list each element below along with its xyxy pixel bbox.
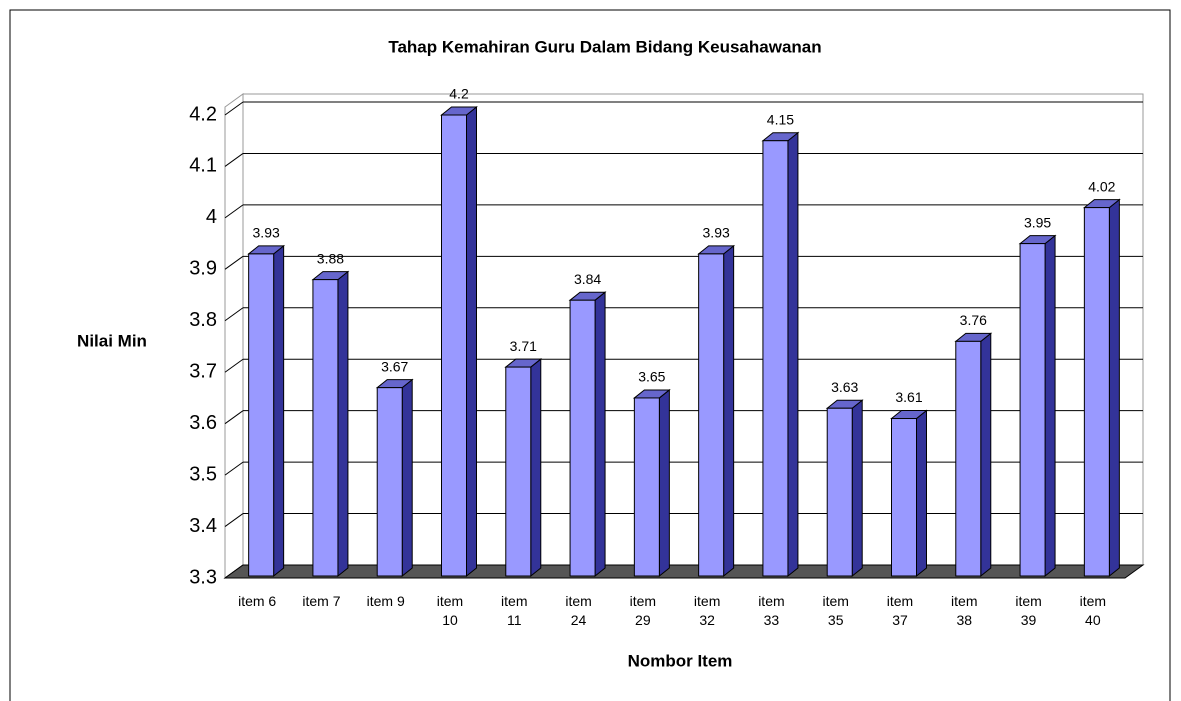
value-label: 3.93 (703, 225, 730, 241)
x-tick-label: item 9 (366, 593, 405, 609)
grid-line-side (224, 204, 244, 219)
value-label: 3.71 (510, 338, 537, 354)
y-tick-label: 4 (206, 206, 217, 228)
bar-side (916, 409, 927, 578)
y-tick-label: 3.8 (189, 309, 217, 331)
x-axis-label: Nombor Item (628, 651, 733, 670)
x-tick-label: item 24 (565, 593, 592, 628)
bar (698, 253, 725, 577)
bar (569, 299, 596, 577)
x-tick-label: item 40 (1079, 593, 1107, 628)
bar-side (337, 270, 349, 578)
bar (826, 407, 853, 577)
x-tick-label: item 29 (629, 593, 657, 628)
bar-side (723, 244, 735, 578)
y-tick-label: 3.4 (189, 515, 217, 537)
y-tick-label: 3.9 (189, 258, 217, 280)
chart-title: Tahap Kemahiran Guru Dalam Bidang Keusah… (388, 37, 821, 56)
x-tick-label: item 35 (822, 593, 849, 628)
bar-side (851, 399, 863, 578)
y-tick-label: 3.6 (189, 412, 217, 434)
x-tick-label: item 39 (1015, 593, 1042, 628)
floor (223, 564, 1145, 579)
bar (1019, 243, 1046, 577)
bar-side (980, 332, 992, 578)
frame (9, 9, 1171, 701)
bar-side (658, 388, 670, 578)
value-label: 3.76 (960, 312, 987, 328)
bar-side (594, 291, 606, 578)
bar-side (1044, 234, 1056, 578)
grid-line-side (224, 358, 244, 373)
side-wall (224, 93, 244, 579)
grid-line-side (224, 101, 244, 116)
y-tick-label: 3.5 (189, 463, 217, 485)
grid-line-side (224, 153, 244, 167)
bar (1083, 207, 1110, 577)
y-tick-label: 4.2 (189, 103, 217, 125)
bar (891, 418, 917, 577)
bar-side (401, 378, 413, 578)
x-tick-label: item 32 (693, 593, 721, 628)
bar-side (787, 131, 799, 578)
grid-line-side (224, 461, 244, 476)
bar (633, 397, 660, 577)
value-label: 3.88 (317, 250, 344, 266)
bar (505, 366, 532, 577)
bar (441, 114, 467, 577)
bar-side (466, 105, 477, 578)
value-label: 3.61 (895, 389, 922, 405)
grid-line-side (224, 255, 244, 270)
x-tick-label: item 7 (302, 593, 341, 609)
value-label: 3.65 (638, 369, 665, 385)
value-label: 3.84 (574, 271, 601, 287)
bar (376, 387, 403, 577)
bar-side (1108, 198, 1120, 578)
value-label: 3.93 (253, 225, 280, 241)
grid-line-side (224, 513, 244, 527)
value-label: 4.15 (767, 111, 794, 127)
y-axis-label: Nilai Min (77, 331, 147, 350)
value-label: 3.67 (381, 358, 408, 374)
y-tick-label: 3.7 (189, 361, 217, 383)
y-tick-label: 3.3 (189, 566, 217, 588)
value-label: 4.2 (449, 86, 469, 102)
x-tick-label: item 11 (501, 593, 528, 628)
x-tick-label: item 33 (758, 593, 785, 628)
bar (248, 253, 275, 577)
y-tick-label: 4.1 (189, 155, 217, 177)
value-label: 4.02 (1088, 178, 1115, 194)
x-tick-label: item 38 (951, 593, 978, 628)
x-tick-label: item 6 (238, 593, 277, 609)
grid-line-side (224, 307, 244, 322)
bar-side (273, 244, 285, 578)
x-tick-label: item 37 (886, 593, 914, 628)
bar-side (530, 358, 542, 578)
bar (762, 140, 789, 577)
bar (955, 340, 982, 577)
value-label: 3.95 (1024, 214, 1051, 230)
grid-line-side (224, 410, 244, 425)
bar (312, 279, 339, 577)
value-label: 3.63 (831, 379, 858, 395)
x-tick-label: item 10 (436, 593, 464, 628)
